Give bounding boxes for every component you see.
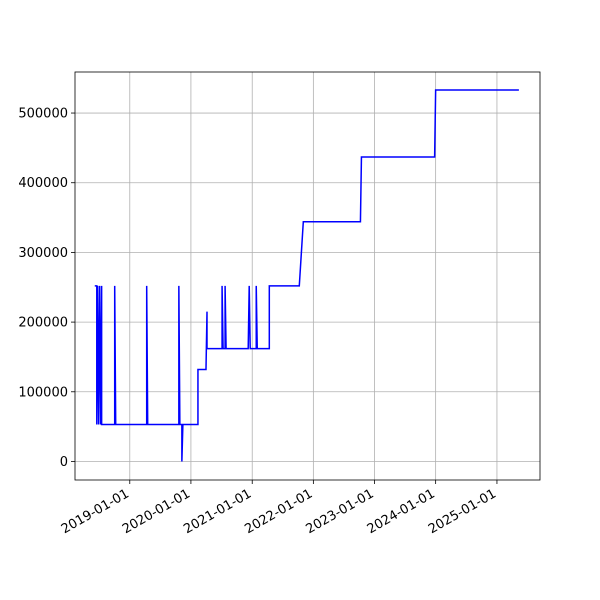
x-tick-label: 2023-01-01 <box>304 486 377 537</box>
y-tick-label: 200000 <box>18 316 68 331</box>
y-tick-label: 300000 <box>18 246 68 261</box>
x-tick-label: 2022-01-01 <box>242 486 315 537</box>
data-line <box>94 89 519 462</box>
x-tick-label: 2025-01-01 <box>426 486 499 537</box>
y-tick-label: 400000 <box>18 176 68 191</box>
y-tick-label: 100000 <box>18 385 68 400</box>
x-tick-label: 2019-01-01 <box>59 486 132 537</box>
x-tick-label: 2021-01-01 <box>181 486 254 537</box>
x-tick-label: 2024-01-01 <box>365 486 438 537</box>
y-tick-label: 500000 <box>18 107 68 122</box>
y-tick-label: 0 <box>60 455 68 470</box>
plot-frame <box>74 71 541 481</box>
x-tick-label: 2020-01-01 <box>120 486 193 537</box>
